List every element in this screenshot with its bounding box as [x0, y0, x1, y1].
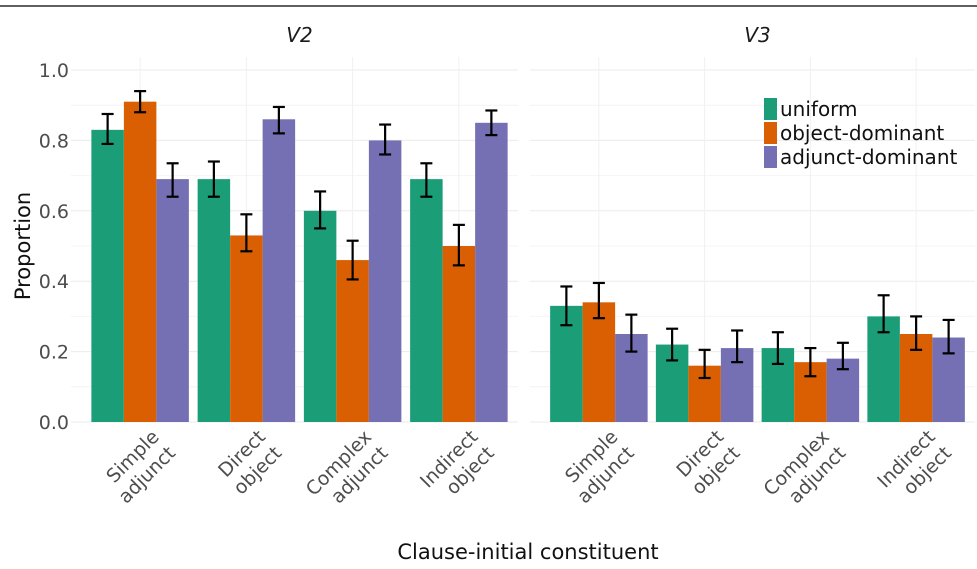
x-axis-title: Clause-initial constituent — [397, 540, 658, 564]
x-tick-label: Indirectobject — [873, 426, 956, 509]
y-tick-label: 1.0 — [39, 60, 69, 82]
bar-uniform — [304, 211, 337, 422]
x-tick-label: Directobject — [213, 426, 286, 499]
legend-swatch — [764, 146, 777, 168]
x-tick-label: Simpleadjunct — [98, 426, 180, 508]
panel-strips: V2 V3 — [286, 23, 770, 47]
bar-adjunct-dominant — [263, 119, 296, 422]
legend-label: adjunct-dominant — [780, 145, 957, 169]
bar-uniform — [410, 179, 443, 422]
y-tick-label: 0.4 — [39, 271, 69, 293]
x-tick-label: Complexadjunct — [302, 426, 393, 517]
x-axis: SimpleadjunctDirectobjectComplexadjunctI… — [98, 426, 956, 517]
y-axis: 0.0 0.2 0.4 0.6 0.8 1.0 — [39, 60, 69, 434]
y-tick-label: 0.0 — [39, 412, 69, 434]
bar-adjunct-dominant — [156, 179, 189, 422]
panel-label: V3 — [744, 23, 770, 47]
y-tick-label: 0.2 — [39, 342, 69, 364]
legend-swatch — [764, 122, 777, 144]
x-tick-label: Directobject — [671, 426, 744, 499]
legend: uniformobject-dominantadjunct-dominant — [764, 97, 957, 169]
legend-label: object-dominant — [780, 121, 944, 145]
legend-label: uniform — [780, 97, 858, 121]
x-tick-label: Indirectobject — [416, 426, 499, 509]
y-axis-title: Proportion — [11, 192, 35, 300]
y-tick-label: 0.8 — [39, 130, 69, 152]
bar-uniform — [198, 179, 231, 422]
panel-label: V2 — [286, 23, 312, 47]
bar-object-dominant — [336, 260, 369, 422]
x-tick-label: Complexadjunct — [759, 426, 850, 517]
bar-adjunct-dominant — [369, 140, 402, 422]
x-tick-label: Simpleadjunct — [557, 426, 639, 508]
bar-uniform — [91, 130, 124, 422]
bar-object-dominant — [124, 102, 157, 422]
bar-object-dominant — [583, 302, 616, 422]
bar-object-dominant — [230, 235, 263, 422]
legend-swatch — [764, 98, 777, 120]
y-tick-label: 0.6 — [39, 201, 69, 223]
bar-adjunct-dominant — [475, 123, 508, 422]
bar-object-dominant — [443, 246, 476, 422]
